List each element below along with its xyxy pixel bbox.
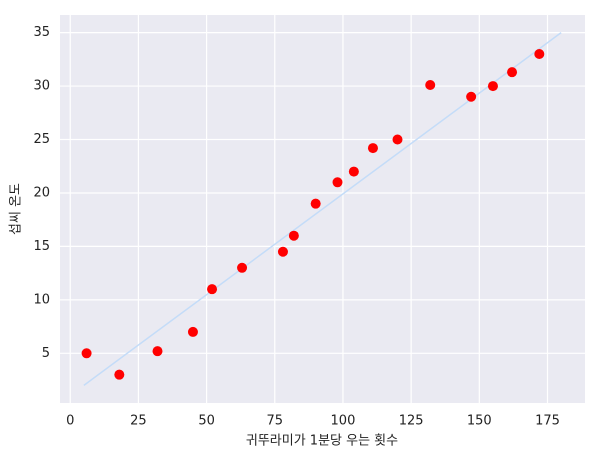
point (310, 198, 321, 209)
y-tick-label: 10 (33, 292, 50, 307)
point (507, 67, 518, 78)
point (187, 326, 198, 337)
y-axis-label: 섭씨 온도 (9, 183, 24, 235)
point (534, 49, 545, 60)
x-axis-label: 귀뚜라미가 1분당 우는 횟수 (246, 434, 398, 449)
point (348, 166, 359, 177)
point (237, 262, 248, 273)
point (487, 81, 498, 92)
point (392, 134, 403, 145)
fit-line (83, 32, 562, 386)
point (367, 143, 378, 154)
x-tick-label: 25 (130, 414, 147, 429)
point (425, 80, 436, 91)
y-tick-label: 5 (42, 346, 50, 361)
point (207, 284, 218, 295)
point (81, 348, 92, 359)
point (114, 369, 125, 380)
y-tick-label: 30 (33, 79, 50, 94)
point (466, 91, 477, 102)
x-tick-label: 75 (266, 414, 283, 429)
y-tick-label: 20 (33, 185, 50, 200)
point (152, 346, 163, 357)
x-tick-label: 150 (467, 414, 492, 429)
x-tick-label: 100 (331, 414, 356, 429)
point (288, 230, 299, 241)
y-tick-label: 15 (33, 239, 50, 254)
x-tick-label: 125 (399, 414, 424, 429)
y-tick-label: 25 (33, 132, 50, 147)
x-tick-label: 175 (535, 414, 560, 429)
x-tick-label: 50 (198, 414, 215, 429)
x-tick-label: 0 (66, 414, 74, 429)
y-tick-label: 35 (33, 25, 50, 40)
point (277, 246, 288, 257)
point (332, 177, 343, 188)
